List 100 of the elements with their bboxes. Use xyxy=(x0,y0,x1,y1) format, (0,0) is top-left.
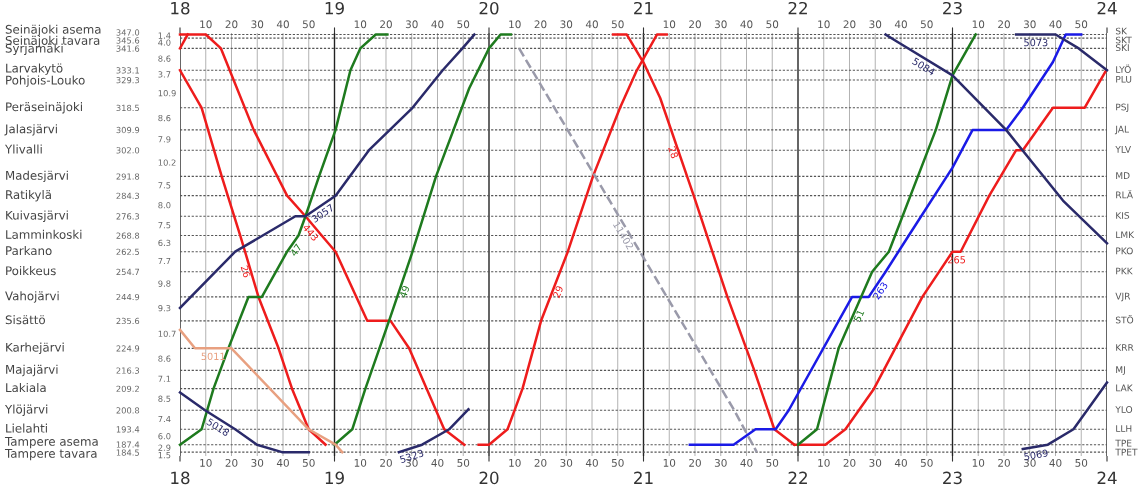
text: 40 xyxy=(894,20,907,29)
text: Jalasjärvi xyxy=(4,124,57,136)
text: 10.2 xyxy=(158,159,176,166)
text: 20 xyxy=(380,458,392,467)
text: 30 xyxy=(560,20,573,29)
text: 50 xyxy=(920,20,933,29)
text: Kuivasjärvi xyxy=(6,210,68,222)
y-tick-label: 268.8 xyxy=(116,232,140,239)
text: 10 xyxy=(354,458,367,467)
text: 10 xyxy=(509,20,521,29)
text: STÖ xyxy=(1115,315,1134,324)
text: 20 xyxy=(843,20,856,29)
series-label: 5073 xyxy=(1024,38,1048,47)
text: 10 xyxy=(663,20,676,29)
text: Lakiala xyxy=(6,382,46,393)
text: 30 xyxy=(251,20,264,29)
text: TPET xyxy=(1115,448,1138,456)
y-tick-label: 244.9 xyxy=(116,293,140,301)
text: YLO xyxy=(1115,406,1133,413)
text: Vahojärvi xyxy=(5,291,59,303)
text: SK xyxy=(1115,27,1128,35)
text: 10 xyxy=(354,20,367,29)
text: 2.9 xyxy=(158,444,171,451)
x2-tick-label: 18 xyxy=(171,1,190,15)
text: Poikkeus xyxy=(6,266,56,276)
text: 1.4 xyxy=(158,32,171,39)
text: 49 xyxy=(399,285,410,299)
text: 8.6 xyxy=(158,114,171,122)
text: 29 xyxy=(552,285,564,299)
text: 50 xyxy=(457,458,470,467)
x-tick-label: 24 xyxy=(1097,471,1117,484)
text: 40 xyxy=(585,20,598,29)
text: 9.8 xyxy=(158,280,171,287)
y-tick-label: 302.0 xyxy=(116,147,140,154)
text: RLÄ xyxy=(1116,189,1133,199)
text: 47 xyxy=(289,243,302,257)
text: 6.3 xyxy=(158,239,171,247)
text: KIS xyxy=(1116,212,1130,219)
text: 30 xyxy=(714,458,727,467)
text: 40 xyxy=(431,20,444,29)
text: 40 xyxy=(1049,20,1062,29)
text: 20 xyxy=(689,20,701,29)
text: 20 xyxy=(225,20,238,29)
text: 40 xyxy=(585,458,598,467)
text: 40 xyxy=(431,458,444,467)
text: Madesjärvi xyxy=(6,170,68,183)
text: PKO xyxy=(1116,247,1133,255)
y-tick-label: 209.2 xyxy=(116,385,139,392)
y-tick-label: 193.4 xyxy=(116,426,140,433)
text: 28 xyxy=(668,145,679,159)
text: 50 xyxy=(766,20,779,29)
text: Lielahti xyxy=(6,423,47,433)
text: 20 xyxy=(998,20,1010,29)
text: 10 xyxy=(972,20,985,29)
y-tick-label: 224.9 xyxy=(116,345,140,352)
text: 10 xyxy=(663,458,676,467)
y-tick-label: 276.3 xyxy=(116,213,140,220)
x-tick-label: 22 xyxy=(788,471,807,484)
text: 20 xyxy=(843,458,856,467)
text: 26 xyxy=(240,265,251,278)
text: 50 xyxy=(611,20,624,29)
text: 10.7 xyxy=(158,330,176,337)
text: 20 xyxy=(380,20,392,29)
text: 40 xyxy=(276,458,289,467)
y-tick-label: 187.4 xyxy=(116,441,140,448)
text: 10 xyxy=(200,20,212,29)
y-tick-label: 216.3 xyxy=(116,367,140,374)
text: 30 xyxy=(251,458,264,467)
text: 20 xyxy=(998,458,1010,467)
text: MJ xyxy=(1116,366,1125,375)
text: 7.9 xyxy=(158,136,171,143)
text: 30 xyxy=(405,20,418,29)
x-tick-label: 20 xyxy=(479,471,499,485)
text: 10.9 xyxy=(158,90,176,97)
text: 10 xyxy=(509,458,521,467)
text: 30 xyxy=(869,20,882,29)
y-tick-label: 200.8 xyxy=(116,407,140,414)
y-tick-label: 254.7 xyxy=(116,268,140,276)
text: Sisättö xyxy=(5,315,45,325)
text: 40 xyxy=(740,458,753,467)
text: PLU xyxy=(1116,75,1132,83)
text: Seinäjoki asema xyxy=(5,24,101,37)
text: MD xyxy=(1116,172,1130,179)
text: 443 xyxy=(302,223,319,242)
text: 50 xyxy=(302,20,315,29)
x2-tick-label: 22 xyxy=(788,1,807,15)
text: Majajärvi xyxy=(6,364,58,377)
text: SKI xyxy=(1115,44,1129,52)
text: 30 xyxy=(869,458,882,467)
y-tick-label: 284.3 xyxy=(116,192,140,199)
text: 40 xyxy=(1049,458,1062,467)
text: LMK xyxy=(1116,231,1135,238)
text: 50 xyxy=(457,20,470,29)
text: Ratikylä xyxy=(6,189,51,202)
x2-tick-label: 21 xyxy=(634,1,653,15)
text: 50 xyxy=(920,458,933,467)
text: PSJ xyxy=(1116,103,1129,113)
text: LAK xyxy=(1116,384,1133,392)
text: Karhejärvi xyxy=(6,342,64,355)
text: 30 xyxy=(1023,20,1036,29)
